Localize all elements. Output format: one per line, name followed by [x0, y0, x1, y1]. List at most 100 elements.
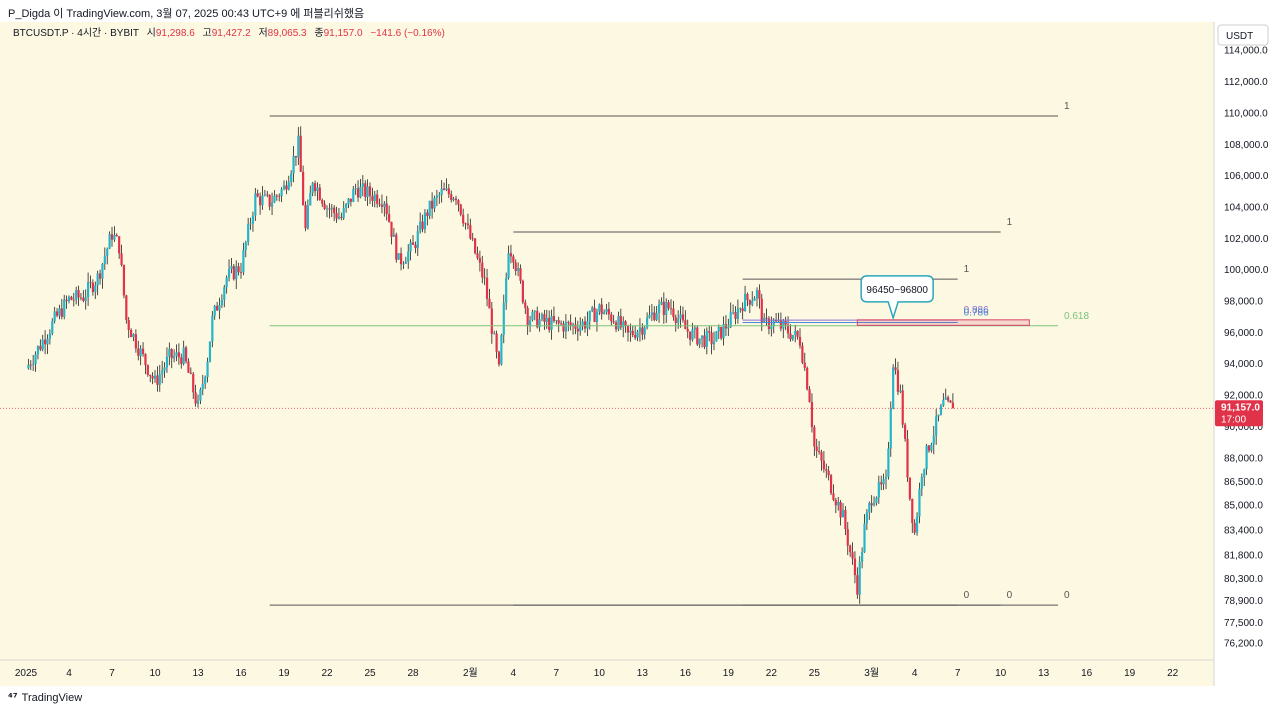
time-tick-label: 19: [278, 668, 290, 679]
legend-close: 91,157.0: [324, 28, 363, 39]
candle-body: [173, 355, 176, 359]
time-tick-label: 2월: [463, 667, 478, 679]
fib-level-label: 0.618: [1064, 311, 1089, 322]
price-axis-panel[interactable]: [1214, 22, 1280, 686]
candle-body: [287, 182, 290, 190]
candle-body: [643, 327, 646, 335]
time-axis[interactable]: 2025 4 7 10 13 16 19 22 25 28 2월 4 7 10 13 16 19 22 25 3월 4 7…: [15, 667, 1179, 679]
candle-body: [397, 253, 400, 260]
candle-body: [789, 333, 792, 340]
candle-body: [184, 347, 188, 362]
candle-body: [447, 188, 450, 195]
candle-body: [533, 310, 536, 312]
candle-body: [206, 361, 209, 378]
candle-body: [51, 321, 54, 334]
callout-bubble[interactable]: [860, 275, 934, 321]
candle-body: [751, 300, 754, 305]
candle-body: [225, 277, 228, 288]
candle-body: [524, 302, 527, 309]
plot-background[interactable]: [0, 22, 1214, 686]
candle-body: [858, 561, 861, 595]
candle-body: [175, 352, 178, 356]
candle-body: [507, 253, 510, 279]
price-tick-label: 108,000.0: [1224, 140, 1269, 151]
time-tick-label: 4: [912, 668, 918, 679]
time-tick-label: 19: [723, 668, 735, 679]
candle-body: [698, 338, 701, 345]
tv-logo-text: TradingView: [21, 692, 83, 704]
candle-body: [335, 213, 338, 219]
candle-body: [356, 188, 360, 198]
time-tick-label: 13: [192, 668, 204, 679]
candle-body: [808, 389, 811, 402]
candle-body: [935, 416, 938, 436]
candle-body: [495, 333, 498, 352]
candle-body: [216, 305, 219, 311]
candle-body: [932, 435, 935, 445]
candle-body: [782, 320, 785, 329]
candle-body: [767, 318, 771, 330]
candle-body: [801, 345, 804, 363]
candle-body: [89, 281, 92, 283]
candle-body: [829, 475, 833, 494]
candle-body: [146, 365, 149, 375]
candle-body: [454, 198, 458, 201]
candle-body: [462, 214, 465, 224]
candle-body: [918, 488, 921, 517]
candle-body: [653, 312, 656, 320]
candle-body: [552, 316, 556, 321]
currency-button-label[interactable]: USDT: [1226, 31, 1253, 42]
candle-body: [149, 374, 152, 376]
price-tick-label: 114,000.0: [1224, 46, 1268, 57]
candle-body: [679, 314, 682, 319]
candle-body: [536, 310, 539, 328]
callout[interactable]: 96450~96800: [860, 275, 934, 321]
candle-body: [280, 189, 283, 197]
candle-body: [182, 347, 185, 364]
candle-body: [134, 334, 137, 349]
candle-body: [244, 242, 247, 251]
currency-button-frame[interactable]: [1217, 24, 1269, 46]
candle-body: [438, 194, 441, 196]
candle-body: [122, 265, 126, 296]
time-tick-label: 7: [955, 668, 961, 679]
candle-body: [385, 203, 388, 215]
candle-body: [106, 248, 109, 257]
candle-body: [378, 203, 381, 205]
candle-body: [435, 195, 438, 198]
price-zone[interactable]: [856, 319, 1030, 326]
candle-body: [636, 331, 639, 338]
candle-body: [409, 242, 412, 252]
candle-body: [63, 299, 66, 317]
candle-body: [667, 302, 670, 309]
candle-body: [120, 253, 123, 266]
candle-body: [755, 290, 759, 299]
candle-body: [641, 327, 644, 335]
time-tick-label: 22: [766, 668, 778, 679]
candle-body: [588, 310, 591, 322]
time-tick-label: 16: [680, 668, 692, 679]
candle-body: [366, 186, 369, 198]
currency-button[interactable]: USDT: [1217, 24, 1269, 46]
candle-body: [684, 320, 687, 330]
legend-high-label: 고: [203, 28, 212, 39]
candle-body: [371, 195, 374, 201]
candle-body: [55, 311, 59, 316]
fib-level-label: 0.786: [964, 308, 989, 319]
candle-body: [304, 205, 307, 229]
price-axis[interactable]: 114,000.0 112,000.0 110,000.0 108,000.0 106,…: [1224, 46, 1269, 650]
candle-body: [672, 308, 675, 318]
candle-body: [426, 212, 429, 216]
candle-body: [681, 314, 685, 321]
candle-body: [689, 331, 692, 340]
candle-body: [144, 353, 147, 366]
candle-body: [177, 352, 180, 358]
price-tick-label: 106,000.0: [1224, 171, 1269, 182]
candle-body: [103, 256, 106, 264]
symbol-legend[interactable]: BTCUSDT.P · 4시간 · BYBIT 시91,298.6 고91,42…: [13, 27, 445, 39]
candle-body: [431, 200, 434, 209]
candle-body: [927, 445, 931, 451]
footer: ⁴⁷ TradingView: [0, 686, 1280, 712]
